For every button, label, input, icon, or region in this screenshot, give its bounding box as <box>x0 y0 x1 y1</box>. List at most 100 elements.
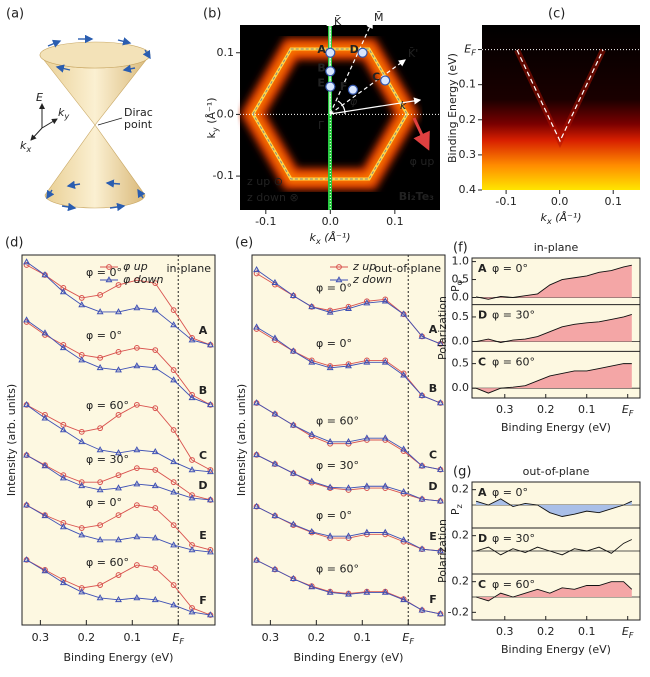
marker <box>327 363 334 369</box>
marker <box>206 496 214 503</box>
panel-label: (e) <box>235 236 253 251</box>
marker <box>96 364 104 371</box>
marker <box>78 585 85 591</box>
point-label: F <box>340 80 348 93</box>
point-label: A <box>317 43 326 56</box>
marker <box>133 362 141 369</box>
marker <box>188 546 196 553</box>
point-label: D <box>428 480 437 493</box>
x-tick-label: -0.1 <box>255 215 276 228</box>
x-tick-label: 0.2 <box>78 631 96 644</box>
spectrum-line <box>26 264 211 346</box>
marker <box>41 414 49 421</box>
x-tick-label: 0.1 <box>578 625 596 638</box>
marker <box>23 501 31 508</box>
point-label: D <box>350 43 359 56</box>
dirac-band <box>516 49 604 143</box>
panel-title: out-of-plane <box>523 465 590 478</box>
marker <box>253 323 261 330</box>
marker <box>170 458 178 465</box>
marker <box>188 336 196 343</box>
region-label: out-of-plane <box>374 262 441 275</box>
annotation: Dirac <box>124 106 153 119</box>
spectrum-line <box>26 454 211 501</box>
dirac-cone <box>30 34 151 212</box>
marker <box>60 519 67 526</box>
point-label: E <box>429 530 437 543</box>
point-label: B <box>317 61 325 74</box>
marker <box>60 285 67 291</box>
marker <box>133 277 140 284</box>
angle-label: φ = 60° <box>316 415 359 428</box>
marker <box>115 472 122 479</box>
marker <box>151 534 159 541</box>
marker <box>23 401 31 408</box>
marker <box>133 446 141 453</box>
marker <box>336 264 342 270</box>
y-axis-label: ky (Å⁻¹) <box>205 97 220 138</box>
spectrum-line <box>256 402 441 471</box>
polarization-line <box>475 363 632 394</box>
point-label: A <box>478 486 487 499</box>
polarization-line <box>475 581 633 602</box>
marker <box>59 523 67 530</box>
marker <box>97 425 104 432</box>
x-tick-label: 0.2 <box>308 631 326 644</box>
angle-label: φ = 60° <box>86 399 129 412</box>
marker <box>59 426 67 433</box>
spin-arrows <box>46 34 151 212</box>
point-label: D <box>198 479 207 492</box>
marker <box>59 344 67 351</box>
x-tick-label: 0.2 <box>537 403 555 416</box>
text-part: k <box>540 211 547 224</box>
y-tick-label: -0.1 <box>213 169 234 182</box>
spectrum-line <box>26 559 211 616</box>
y-tick-label: 0.0 <box>217 107 235 120</box>
marker <box>326 588 334 595</box>
spectrum-line <box>26 261 211 346</box>
k-point <box>325 66 336 77</box>
symbol-label: K̄' <box>408 47 418 60</box>
marker <box>78 482 86 489</box>
marker <box>41 271 49 278</box>
marker <box>345 361 352 368</box>
marker <box>41 462 49 469</box>
marker <box>133 562 140 568</box>
marker <box>436 339 444 347</box>
point-label: C <box>429 449 437 462</box>
text-part: (Å⁻¹) <box>552 211 582 224</box>
marker <box>326 364 334 371</box>
marker <box>97 292 104 298</box>
x-tick-label: 0.3 <box>32 631 50 644</box>
point-label: C <box>478 355 486 368</box>
marker <box>381 482 389 489</box>
marker <box>133 480 141 487</box>
marker <box>326 532 334 539</box>
angle-label: φ = 0° <box>316 509 352 522</box>
spectrum-line <box>26 454 211 501</box>
marker <box>23 451 31 458</box>
text-part: E <box>622 625 629 638</box>
angle-label: φ = 0° <box>492 486 528 499</box>
marker <box>436 497 444 504</box>
spectrum-line <box>26 404 211 471</box>
y-axis-label: Polarization <box>436 519 449 583</box>
marker <box>170 479 177 486</box>
polarization-area <box>476 363 632 394</box>
y-axis-label: Binding Energy (eV) <box>446 53 459 163</box>
point-label: A <box>199 324 208 337</box>
marker <box>271 460 279 467</box>
marker <box>363 357 370 364</box>
spectrum-line <box>256 559 441 615</box>
y-tick-label: 0.0 <box>452 290 470 303</box>
point-label: D <box>478 532 487 545</box>
x-tick-label: 0.1 <box>124 631 142 644</box>
marker <box>170 376 178 383</box>
marker <box>97 479 104 486</box>
marker <box>345 362 352 369</box>
marker <box>206 341 214 348</box>
marker <box>96 446 104 453</box>
symbol-label: Γ̄ <box>318 119 325 132</box>
y-axis-label: Pφ <box>449 280 464 292</box>
marker <box>115 536 122 543</box>
